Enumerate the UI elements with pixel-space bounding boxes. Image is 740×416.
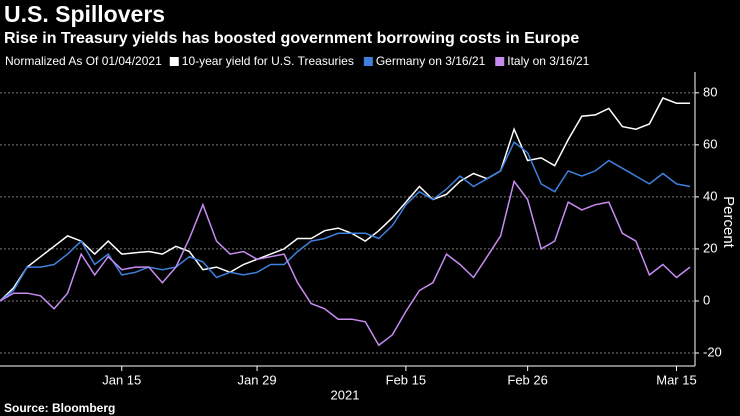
y-tick-label: 0 (703, 292, 710, 307)
line-series (0, 97, 690, 302)
x-tick-label: Jan 15 (102, 372, 141, 387)
y-tick-label: 20 (703, 240, 717, 255)
legend-label: Germany on 3/16/21 (376, 54, 486, 68)
legend-swatch (363, 57, 373, 66)
source: Source: Bloomberg (4, 401, 115, 415)
legend-label: 10-year yield for U.S. Treasuries (182, 54, 354, 68)
legend-label: Italy on 3/16/21 (507, 54, 589, 68)
legend-note: Normalized As Of 01/04/2021 (5, 54, 162, 68)
legend-swatch (495, 57, 505, 66)
line-series (0, 179, 691, 347)
y-tick-label: 80 (703, 84, 717, 99)
y-tick-label: -20 (703, 344, 722, 359)
y-axis-label: Percent (720, 196, 737, 249)
x-tick-label: Jan 29 (238, 372, 277, 387)
x-tick-label: Feb 15 (386, 372, 426, 387)
x-tick-label: Feb 26 (507, 372, 547, 387)
y-tick-label: 60 (703, 136, 717, 151)
legend-swatch (169, 57, 179, 66)
chart-title: U.S. Spillovers (4, 1, 165, 27)
chart-subtitle: Rise in Treasury yields has boosted gove… (4, 30, 579, 47)
x-tick-label: Mar 15 (656, 372, 696, 387)
y-tick-label: 40 (703, 188, 717, 203)
x-axis-label: 2021 (331, 387, 360, 402)
line-series (0, 141, 691, 302)
